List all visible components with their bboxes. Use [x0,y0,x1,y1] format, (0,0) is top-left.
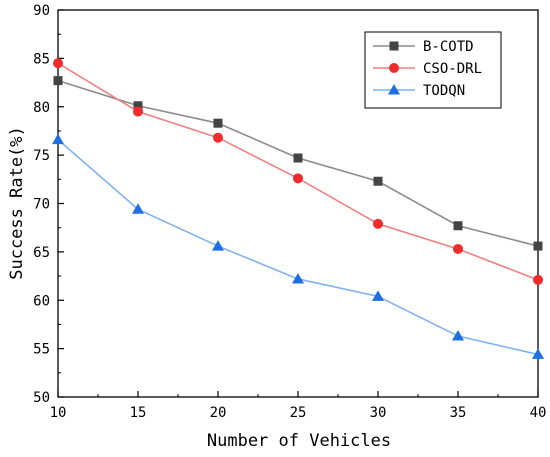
x-tick-label: 15 [130,405,147,421]
y-axis-title: Success Rate(%) [7,126,27,280]
y-tick-label: 55 [33,342,50,358]
x-tick-label: 25 [290,405,307,421]
data-point-todqn [132,203,144,214]
x-tick-label: 10 [50,405,67,421]
y-tick-label: 75 [33,148,50,164]
data-point-todqn [452,330,464,341]
y-tick-label: 65 [33,245,50,261]
data-point-todqn [52,133,64,145]
x-tick-label: 40 [530,405,547,421]
data-point-cso-drl [373,218,383,229]
data-point-b-cotd [533,241,543,251]
legend-marker-todqn [388,84,400,95]
legend-label-b-cotd: B-COTD [423,39,474,55]
series-line-todqn [57,139,539,356]
y-tick-label: 60 [33,293,50,309]
legend-label-cso-drl: CSO-DRL [423,61,482,77]
y-tick-label: 70 [33,197,50,213]
series-layer [52,58,544,359]
x-axis-ticks: 10 15 20 25 30 35 40 [50,391,547,421]
data-point-cso-drl [213,132,223,143]
legend-marker-b-cotd [389,41,399,51]
series-cso-drl [53,58,543,285]
legend-label-todqn: TODQN [423,83,465,99]
x-tick-label: 30 [370,405,387,421]
x-tick-label: 20 [210,405,227,421]
y-tick-label: 90 [33,3,50,19]
y-tick-label: 85 [33,51,50,67]
data-point-cso-drl [293,173,303,184]
x-tick-label: 35 [450,405,467,421]
data-point-b-cotd [53,76,63,86]
data-point-b-cotd [453,221,463,231]
data-point-b-cotd [293,153,303,163]
data-point-todqn [532,348,544,359]
y-tick-label: 80 [33,100,50,116]
y-tick-label: 50 [33,390,50,406]
data-point-b-cotd [373,176,383,186]
x-axis-title: Number of Vehicles [207,431,391,451]
data-point-cso-drl [453,243,463,254]
data-point-b-cotd [133,101,143,111]
legend: B-COTD CSO-DRL TODQN [364,31,502,109]
data-point-cso-drl [133,106,143,117]
data-point-todqn [292,272,304,284]
y-axis-ticks: 50 55 60 65 70 75 80 85 90 [33,3,64,406]
data-point-cso-drl [533,274,543,285]
legend-marker-cso-drl [389,63,399,73]
series-b-cotd [53,76,543,251]
data-point-cso-drl [53,58,63,69]
legend-box [364,31,502,109]
data-point-b-cotd [213,118,223,128]
data-point-todqn [372,290,384,301]
data-point-todqn [212,240,224,251]
series-todqn [52,133,544,359]
